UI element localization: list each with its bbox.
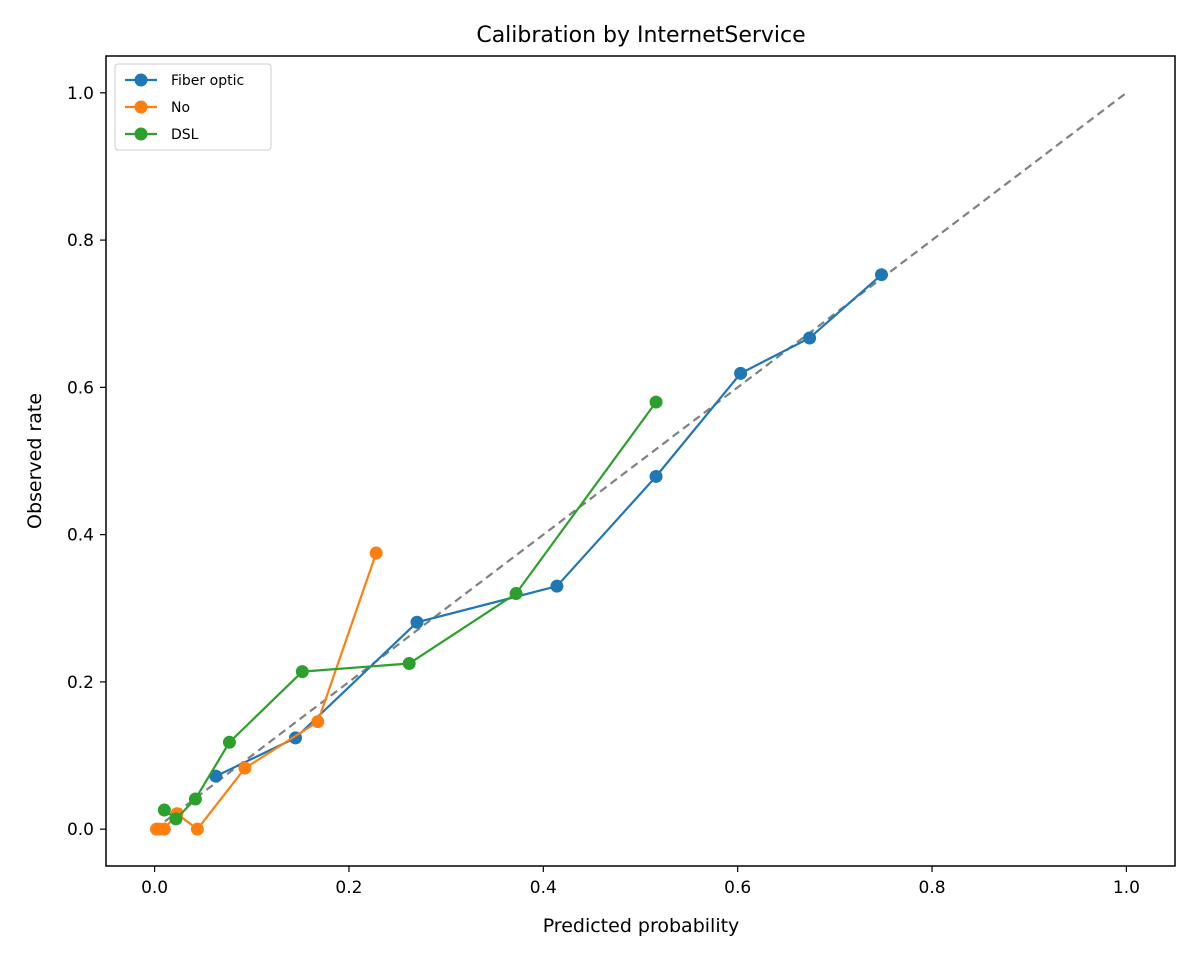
y-tick-label: 0.6	[67, 378, 94, 398]
data-point-no	[369, 546, 383, 560]
data-point-no	[190, 822, 204, 836]
legend-box	[114, 63, 272, 151]
y-tick-label: 0.8	[67, 231, 94, 251]
data-point-fiber-optic	[875, 268, 889, 282]
legend: Fiber optic No DSL	[114, 63, 272, 151]
data-point-dsl	[188, 792, 202, 806]
legend-marker-dsl	[134, 127, 148, 141]
x-tick-label: 0.0	[141, 878, 168, 898]
data-point-no	[157, 822, 171, 836]
plot-area	[150, 91, 1128, 836]
data-point-fiber-optic	[209, 769, 223, 783]
legend-entry-fiber-optic: Fiber optic	[125, 73, 244, 89]
legend-entry-no: No	[125, 100, 190, 116]
legend-label-fiber-optic: Fiber optic	[171, 73, 244, 89]
data-point-fiber-optic	[550, 579, 564, 593]
x-tick-label: 0.2	[335, 878, 362, 898]
y-tick-label: 0.2	[67, 673, 94, 693]
plot-frame	[105, 55, 1176, 867]
axis-ticks: 0.0 0.2 0.4 0.6 0.8 1.0 0.0 0.2 0.4 0.6 0.8 1.0	[67, 84, 1140, 898]
chart-title: Calibration by InternetService	[476, 23, 805, 48]
data-point-dsl	[169, 812, 183, 826]
y-tick-label: 0.0	[67, 820, 94, 840]
x-tick-label: 1.0	[1113, 878, 1140, 898]
y-axis-title: Observed rate	[24, 393, 46, 529]
legend-label-dsl: DSL	[171, 127, 199, 143]
legend-marker-fiber-optic	[134, 73, 148, 87]
reference-diagonal-line	[153, 91, 1128, 831]
data-point-no	[311, 715, 325, 729]
legend-marker-no	[134, 100, 148, 114]
y-tick-label: 0.4	[67, 526, 94, 546]
data-point-dsl	[222, 735, 236, 749]
data-point-dsl	[649, 395, 663, 409]
x-tick-label: 0.6	[724, 878, 751, 898]
x-tick-label: 0.8	[919, 878, 946, 898]
data-point-fiber-optic	[410, 615, 424, 629]
x-axis-title: Predicted probability	[543, 915, 740, 937]
data-point-fiber-optic	[649, 469, 663, 483]
legend-label-no: No	[171, 100, 190, 116]
data-point-dsl	[295, 665, 309, 679]
data-point-fiber-optic	[803, 331, 817, 345]
data-point-dsl	[402, 657, 416, 670]
data-point-dsl	[509, 587, 523, 601]
data-point-dsl	[157, 803, 171, 817]
x-tick-label: 0.4	[530, 878, 557, 898]
y-tick-label: 1.0	[67, 84, 94, 104]
data-point-no	[238, 761, 252, 775]
legend-entry-dsl: DSL	[125, 127, 199, 143]
data-point-fiber-optic	[734, 366, 748, 380]
